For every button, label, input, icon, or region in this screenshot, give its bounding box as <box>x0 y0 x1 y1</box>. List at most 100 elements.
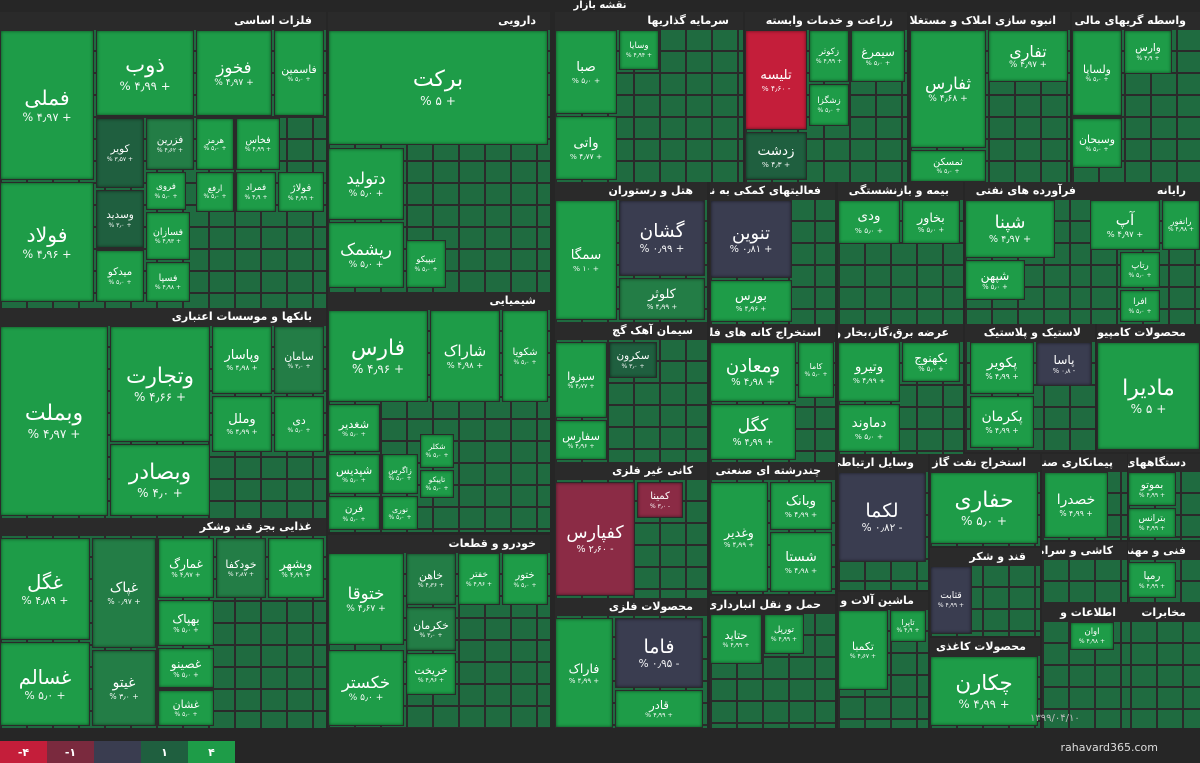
stock-tile: ختوقا + ۴٫۶۷ % <box>328 553 404 645</box>
stock-change: + ۴٫۹۹ % <box>723 540 755 549</box>
stock-tile: کفپارس - ۲٫۶۰ % <box>555 482 635 596</box>
stock-tile: فخاس + ۴٫۹۹ % <box>236 118 280 170</box>
stock-tile: بموتو + ۴٫۹۹ % <box>1128 472 1176 506</box>
stock-change: + ۴٫۶۸ % <box>928 93 968 104</box>
stock-name: ارفع <box>207 182 223 193</box>
stock-change: + ۵٫۰ % <box>342 477 366 485</box>
stock-name: زکوثر <box>818 47 840 58</box>
stock-tile: ودی + ۵٫۰ % <box>838 200 900 244</box>
stock-tile: سیمرغ + ۵٫۰ % <box>851 30 905 82</box>
stock-change: + ۵٫۰ % <box>982 283 1008 292</box>
stock-tile: وبصادر + ۴٫۰ % <box>110 444 210 516</box>
sector-title: محصولات فلزی <box>608 600 693 613</box>
legend: -۴ -۱ ۱ ۴ <box>0 741 235 763</box>
stock-change: - ۳٫۰ % <box>649 502 671 510</box>
stock-change: + ۵٫۰ % <box>960 514 1008 529</box>
sector-title: فلزات اساسی <box>234 14 312 27</box>
stock-name: ریشمک <box>340 240 392 260</box>
stock-tile: دتولید + ۵٫۰ % <box>328 148 404 220</box>
stock-change: + ۴٫۹۸ % <box>226 363 258 373</box>
stock-name: شکویا <box>512 346 538 358</box>
stock-tile: دماوند + ۵٫۰ % <box>838 404 900 452</box>
stock-name: سیمرغ <box>861 44 895 59</box>
stock-name: سبزوا <box>567 369 595 383</box>
stock-name: بهپاک <box>172 611 200 626</box>
stock-change: + ۴٫۹۶ % <box>351 362 405 377</box>
stock-name: غصینو <box>170 656 202 671</box>
stock-name: فخوز <box>216 58 252 78</box>
stock-tile: زدشت + ۴٫۳ % <box>745 132 807 180</box>
stock-change: + ۴٫۹۹ % <box>1138 491 1166 499</box>
date: ۱۳۹۹/۰۴/۱۰ <box>1030 713 1080 724</box>
stock-name: بورس <box>735 288 767 304</box>
stock-tile: خکستر + ۵٫۰ % <box>328 650 404 726</box>
stock-name: وغدیر <box>724 525 754 541</box>
stock-change: + ۴٫۳۶ % <box>417 582 445 590</box>
stock-tile: شکلر + ۵٫۰ % <box>420 434 454 468</box>
stock-name: سفارس <box>562 429 600 443</box>
stock-tile: بکهنوج + ۵٫۰ % <box>902 342 960 382</box>
stock-change: + ۴٫۹۹ % <box>281 571 311 580</box>
stock-name: پاسا <box>1053 352 1075 367</box>
stock-name: ومعادن <box>725 355 781 377</box>
stock-change: + ۴٫۷۷ % <box>567 383 595 391</box>
stock-change: + ۵٫۰ % <box>287 76 311 84</box>
stock-change: + ۴٫۹۷ % <box>1106 229 1144 240</box>
stock-name: وبصادر <box>128 459 192 485</box>
stock-change: + ۵٫۰ % <box>1128 271 1152 279</box>
stock-change: + ۴٫۹۹ % <box>815 57 843 65</box>
stock-name: خکستر <box>341 673 391 693</box>
stock-name: کفپارس <box>566 523 624 544</box>
sector-title: سرمایه گذاریها <box>647 14 729 27</box>
stock-tile: تنوین + ۰٫۸۱ % <box>710 200 792 278</box>
stock-name: شستا <box>785 549 817 566</box>
stock-tile: ختور + ۵٫۰ % <box>502 553 548 605</box>
stock-name: فاراک <box>568 661 600 677</box>
stock-tile: پکویر + ۴٫۹۹ % <box>970 342 1034 394</box>
stock-name: فملی <box>24 86 70 111</box>
stock-name: خصدرا <box>1056 492 1096 509</box>
stock-tile: بترانس + ۴٫۹۹ % <box>1128 508 1176 538</box>
stock-name: بکهنوج <box>914 350 948 365</box>
stock-tile: غپاک + ۰٫۹۷ % <box>92 538 156 648</box>
stock-tile: فسپا + ۴٫۹۸ % <box>146 262 190 302</box>
stock-tile: تورپل + ۴٫۹۹ % <box>764 614 804 654</box>
stock-name: شپهن <box>980 268 1010 283</box>
stock-name: پکویر <box>986 355 1018 372</box>
stock-tile: خصدرا + ۴٫۹۹ % <box>1044 472 1108 538</box>
stock-name: لکما <box>865 498 899 522</box>
stock-change: + ۴٫۰ % <box>137 486 183 501</box>
stock-tile: فولاژ + ۴٫۹۹ % <box>278 172 324 212</box>
stock-name: غگل <box>27 570 63 594</box>
sector-title: وسایل ارتباطی <box>838 456 914 469</box>
stock-name: زشگزا <box>817 96 841 107</box>
stock-tile: شپنا + ۴٫۹۷ % <box>965 200 1055 258</box>
stock-change: + ۵٫۰ % <box>388 475 412 483</box>
stock-tile: ریشمک + ۵٫۰ % <box>328 222 404 288</box>
stock-tile: برکت + ۵ % <box>328 30 548 145</box>
stock-change: + ۰٫۹۷ % <box>107 596 141 606</box>
stock-tile: وبانک + ۴٫۹۹ % <box>770 482 832 530</box>
stock-change: - ۴٫۶۰ % <box>761 83 791 93</box>
stock-tile: میدکو + ۵٫۰ % <box>96 250 144 302</box>
legend-item: -۴ <box>0 741 47 763</box>
stock-tile: ثمسکن + ۵٫۰ % <box>910 150 986 182</box>
stock-name: غپاک <box>109 580 139 597</box>
stock-name: فمراد <box>245 183 267 194</box>
stock-tile: فولاد + ۴٫۹۶ % <box>0 182 94 302</box>
stock-tile: زکوثر + ۴٫۹۹ % <box>809 30 849 82</box>
stock-name: سامان <box>284 349 314 363</box>
stock-change: + ۵٫۰ % <box>173 626 199 635</box>
stock-tile: غصینو + ۵٫۰ % <box>158 648 214 688</box>
stock-name: شغدیر <box>338 417 370 431</box>
map-title: نقشه بازار <box>573 0 627 11</box>
stock-name: دتولید <box>346 169 386 189</box>
stock-tile: کمینا - ۳٫۰ % <box>637 482 683 518</box>
sector-title: اطلاعات و <box>1060 606 1116 619</box>
stock-tile: غشان + ۵٫۰ % <box>158 690 214 726</box>
stock-tile: سامان + ۳٫۰ % <box>274 326 324 394</box>
stock-name: ودی <box>857 209 881 225</box>
sector-title: سیمان آهک گچ <box>612 324 693 337</box>
stock-tile: کویر + ۳٫۵۷ % <box>96 118 144 188</box>
stock-tile: فروی + ۵٫۰ % <box>146 172 186 210</box>
